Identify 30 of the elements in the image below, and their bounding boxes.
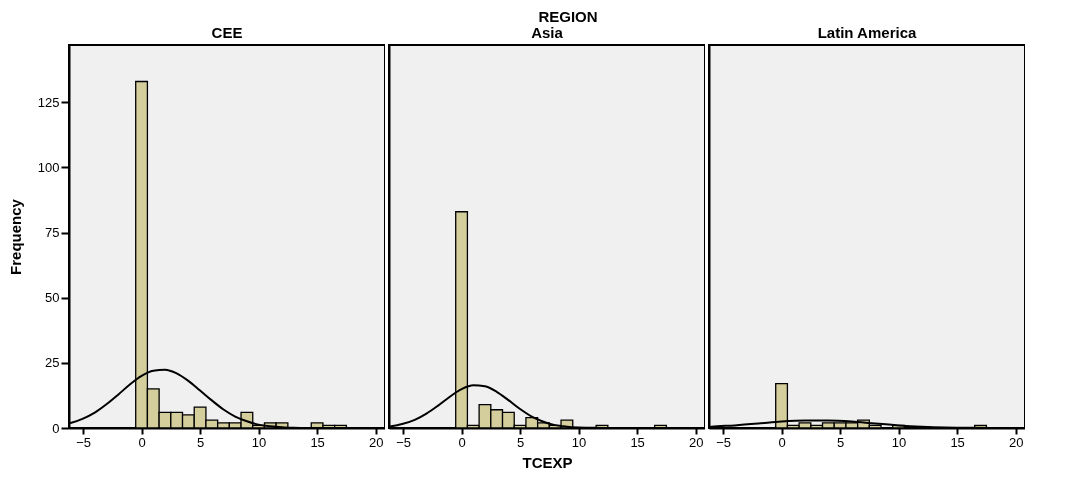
x-tick-label: 20	[688, 434, 704, 450]
x-tick-label: 10	[571, 434, 587, 450]
x-tick-label: 15	[630, 434, 645, 450]
text: REGION	[538, 8, 598, 25]
x-axis-title: TCEXP	[522, 453, 573, 471]
y-tick-label: 75	[45, 225, 60, 241]
x-tick-label: −5	[76, 434, 91, 450]
x-tick-label: 15	[950, 434, 965, 450]
x-tick-label: 0	[458, 434, 466, 450]
x-tick-label: −5	[396, 434, 411, 450]
chart-title: CEE	[211, 24, 243, 41]
x-tick-label: −5	[716, 434, 731, 450]
x-tick-label: 15	[310, 434, 325, 450]
x-tick-label: 10	[891, 434, 907, 450]
x-tick-label: 0	[778, 434, 786, 450]
x-tick-label: 20	[368, 434, 384, 450]
chart-title: Asia	[531, 24, 564, 41]
x-tick-label: 10	[251, 434, 267, 450]
chart-title: Latin America	[817, 24, 917, 41]
y-axis-title: Frequency	[6, 198, 24, 275]
y-tick-label: 0	[52, 420, 60, 436]
x-tick-label: 5	[516, 434, 525, 450]
x-tick-label: 20	[1008, 434, 1024, 450]
y-tick-label: 100	[37, 159, 60, 175]
x-tick-label: 5	[836, 434, 845, 450]
y-tick-label: 25	[45, 355, 60, 371]
x-tick-label: 5	[196, 434, 205, 450]
y-tick-label: 50	[45, 290, 60, 306]
x-tick-label: 0	[138, 434, 146, 450]
y-tick-label: 125	[37, 94, 60, 110]
